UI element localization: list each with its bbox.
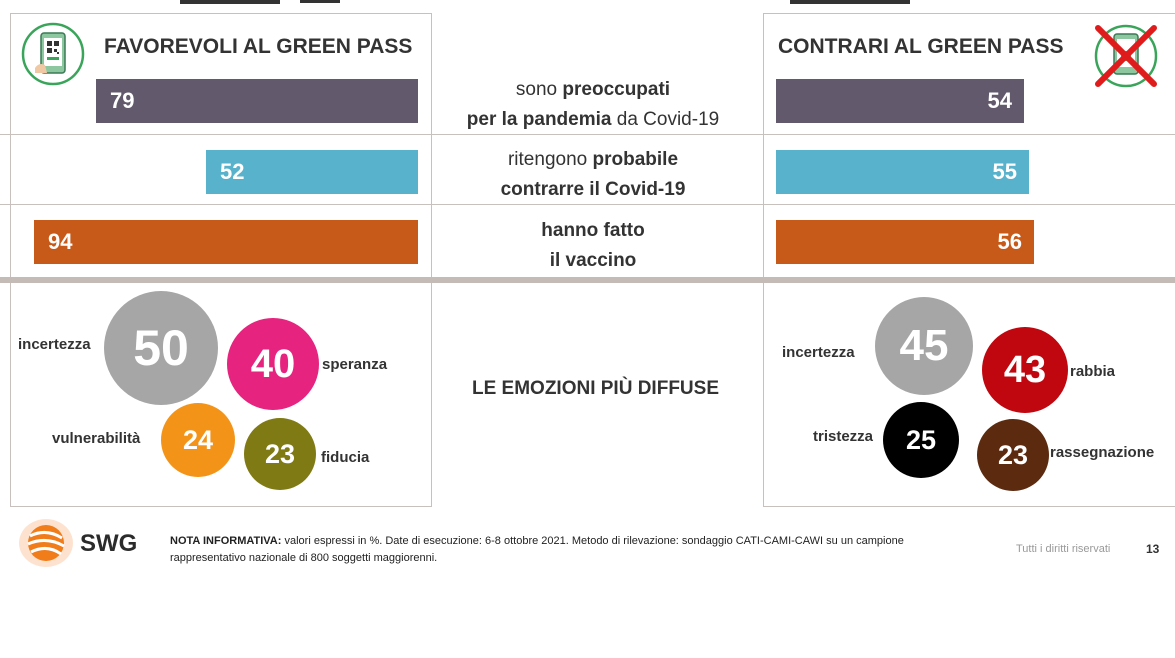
bar-contrari-3: 56 <box>776 220 1034 264</box>
row-label-preoccupati: sono preoccupati per la pandemia da Covi… <box>466 79 720 130</box>
bubble-favorevoli-1: 50 <box>104 291 218 405</box>
bar-favorevoli-1: 79 <box>96 79 418 123</box>
emotion-label: speranza <box>322 356 388 373</box>
bubble-contrari-3: 25 <box>883 402 959 478</box>
emotions-title: LE EMOZIONI PIÙ DIFFUSE <box>471 378 719 399</box>
emotion-label: incertezza <box>18 336 91 353</box>
row-label-probabile: ritengono probabile contrarre il Covid-1… <box>500 149 686 200</box>
cropped-title-strip <box>180 0 280 4</box>
row-separator <box>0 134 1175 135</box>
swg-logo-icon <box>18 518 74 568</box>
bubble-favorevoli-3: 24 <box>161 403 235 477</box>
header-favorevoli: FAVOREVOLI AL GREEN PASS <box>104 35 413 58</box>
emotion-label: tristezza <box>813 428 874 445</box>
emotion-label: incertezza <box>782 344 855 361</box>
cropped-title-strip <box>300 0 340 3</box>
page-number: 13 <box>1146 542 1160 556</box>
bar-value-label: 79 <box>110 88 135 113</box>
bubble-contrari-1: 45 <box>875 297 973 395</box>
section-divider <box>0 277 1175 283</box>
cropped-title-strip <box>790 0 910 4</box>
left-panel <box>10 13 432 507</box>
bubble-contrari-4: 23 <box>977 419 1049 491</box>
swg-logo-text: SWG <box>80 530 138 557</box>
emotion-label: vulnerabilità <box>52 430 141 447</box>
row-label-vaccino: hanno fatto il vaccino <box>541 220 645 271</box>
bar-value-label: 94 <box>48 229 73 254</box>
bar-value-label: 52 <box>220 159 245 184</box>
crossed-green-pass-icon <box>1092 22 1160 90</box>
bubble-contrari-2: 43 <box>982 327 1068 413</box>
header-contrari: CONTRARI AL GREEN PASS <box>778 35 1064 58</box>
bar-contrari-1: 54 <box>776 79 1024 123</box>
rights-text: Tutti i diritti riservati <box>1016 543 1111 555</box>
note-informativa: NOTA INFORMATIVA: valori espressi in %. … <box>170 535 904 564</box>
row-separator <box>0 204 1175 205</box>
bar-value-label: 54 <box>987 88 1012 113</box>
right-panel <box>763 13 1175 507</box>
bubble-favorevoli-4: 23 <box>244 418 316 490</box>
bar-favorevoli-3: 94 <box>34 220 418 264</box>
bar-favorevoli-2: 52 <box>206 150 418 194</box>
bubble-favorevoli-2: 40 <box>227 318 319 410</box>
bar-contrari-2: 55 <box>776 150 1029 194</box>
emotion-label: rassegnazione <box>1050 444 1155 461</box>
bar-value-label: 56 <box>997 229 1022 254</box>
bar-value-label: 55 <box>992 159 1017 184</box>
green-pass-phone-icon <box>21 22 85 86</box>
emotion-label: rabbia <box>1070 363 1116 380</box>
emotion-label: fiducia <box>321 449 370 466</box>
